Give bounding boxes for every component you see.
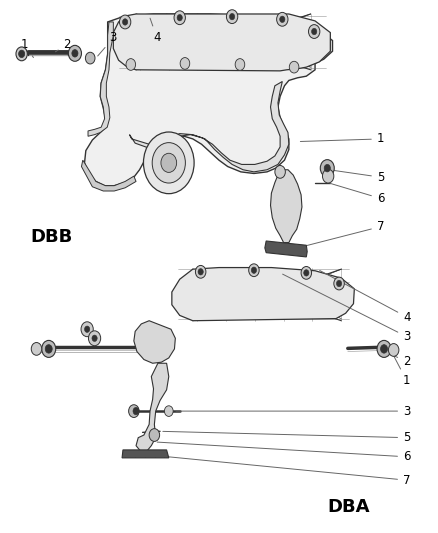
Circle shape: [304, 270, 309, 276]
Text: 3: 3: [176, 405, 410, 417]
Circle shape: [389, 344, 399, 357]
Circle shape: [126, 59, 136, 70]
Text: 7: 7: [139, 454, 410, 487]
Circle shape: [377, 341, 391, 358]
Circle shape: [311, 28, 317, 35]
Circle shape: [381, 345, 388, 353]
Text: 1: 1: [21, 38, 33, 58]
Text: 6: 6: [157, 442, 410, 463]
Circle shape: [45, 345, 52, 353]
Polygon shape: [271, 169, 302, 243]
Polygon shape: [130, 82, 289, 172]
Polygon shape: [265, 241, 307, 257]
Circle shape: [129, 405, 139, 417]
Text: 3: 3: [283, 274, 410, 343]
Circle shape: [18, 50, 25, 58]
Circle shape: [161, 154, 177, 172]
Text: 7: 7: [300, 220, 384, 247]
Circle shape: [174, 11, 185, 25]
Circle shape: [85, 326, 90, 333]
Text: DBB: DBB: [30, 228, 73, 246]
Polygon shape: [172, 268, 354, 321]
Text: 4: 4: [320, 270, 410, 324]
Polygon shape: [81, 160, 136, 191]
Circle shape: [144, 132, 194, 193]
Polygon shape: [88, 22, 113, 136]
Text: DBA: DBA: [327, 498, 370, 516]
Circle shape: [320, 160, 334, 176]
Circle shape: [180, 58, 190, 69]
Circle shape: [42, 341, 56, 358]
Circle shape: [275, 165, 286, 178]
Text: 5: 5: [163, 431, 410, 444]
Text: 5: 5: [332, 170, 384, 184]
Text: 2: 2: [56, 38, 71, 52]
Circle shape: [85, 52, 95, 64]
Circle shape: [336, 280, 342, 287]
Circle shape: [289, 61, 299, 73]
Text: 1: 1: [393, 354, 410, 387]
Circle shape: [334, 277, 344, 290]
Circle shape: [324, 165, 330, 172]
Circle shape: [72, 50, 78, 57]
Circle shape: [133, 407, 139, 415]
Circle shape: [164, 406, 173, 416]
Circle shape: [16, 47, 27, 61]
Circle shape: [152, 143, 185, 183]
Text: 3: 3: [98, 31, 117, 56]
Text: 2: 2: [380, 350, 410, 368]
Circle shape: [68, 45, 81, 61]
Polygon shape: [85, 14, 332, 185]
Circle shape: [195, 265, 206, 278]
Circle shape: [249, 264, 259, 277]
Circle shape: [88, 331, 101, 346]
Circle shape: [301, 266, 311, 279]
Circle shape: [226, 10, 238, 23]
Circle shape: [308, 25, 320, 38]
Circle shape: [198, 269, 203, 275]
Circle shape: [149, 429, 159, 441]
Circle shape: [123, 19, 128, 25]
Circle shape: [92, 335, 97, 342]
Polygon shape: [122, 450, 169, 458]
Polygon shape: [136, 364, 169, 451]
Polygon shape: [134, 321, 175, 364]
Text: 4: 4: [150, 18, 161, 44]
Text: 1: 1: [300, 132, 384, 146]
Circle shape: [120, 15, 131, 29]
Circle shape: [177, 14, 182, 21]
Circle shape: [322, 169, 334, 183]
Circle shape: [81, 322, 93, 337]
Circle shape: [277, 12, 288, 26]
Polygon shape: [113, 14, 330, 71]
Text: 6: 6: [330, 183, 384, 205]
Circle shape: [230, 13, 235, 20]
Circle shape: [31, 343, 42, 356]
Circle shape: [251, 267, 257, 273]
Circle shape: [235, 59, 245, 70]
Circle shape: [280, 16, 285, 22]
